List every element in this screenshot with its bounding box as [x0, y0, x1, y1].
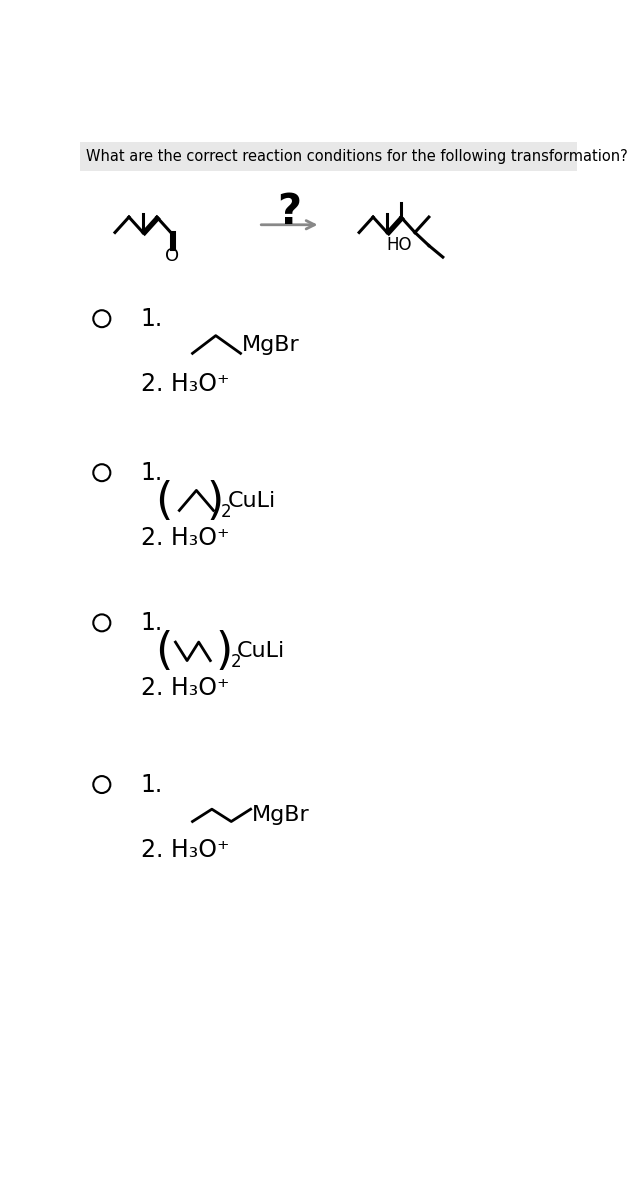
Text: ?: ?	[278, 191, 301, 234]
Text: CuLi: CuLi	[228, 491, 276, 511]
Text: What are the correct reaction conditions for the following transformation?: What are the correct reaction conditions…	[87, 149, 628, 164]
Text: 1.: 1.	[140, 460, 163, 485]
Text: (: (	[155, 630, 172, 673]
Text: 1.: 1.	[140, 773, 163, 796]
Text: 2. H₃O⁺: 2. H₃O⁺	[140, 526, 229, 550]
Bar	[80, 142, 577, 171]
Text: O: O	[165, 247, 179, 264]
Text: 1.: 1.	[140, 611, 163, 635]
Text: CuLi: CuLi	[237, 642, 285, 661]
Text: ): )	[215, 630, 233, 673]
Text: 2. H₃O⁺: 2. H₃O⁺	[140, 372, 229, 396]
Text: 2. H₃O⁺: 2. H₃O⁺	[140, 838, 229, 863]
Text: (: (	[155, 480, 172, 523]
Text: 2. H₃O⁺: 2. H₃O⁺	[140, 676, 229, 700]
Text: MgBr: MgBr	[252, 805, 310, 825]
Text: HO: HO	[387, 236, 412, 254]
Text: ): )	[206, 480, 224, 523]
Text: MgBr: MgBr	[242, 335, 300, 355]
Text: 2: 2	[221, 503, 232, 520]
Text: 2: 2	[231, 653, 241, 671]
Text: 1.: 1.	[140, 307, 163, 330]
